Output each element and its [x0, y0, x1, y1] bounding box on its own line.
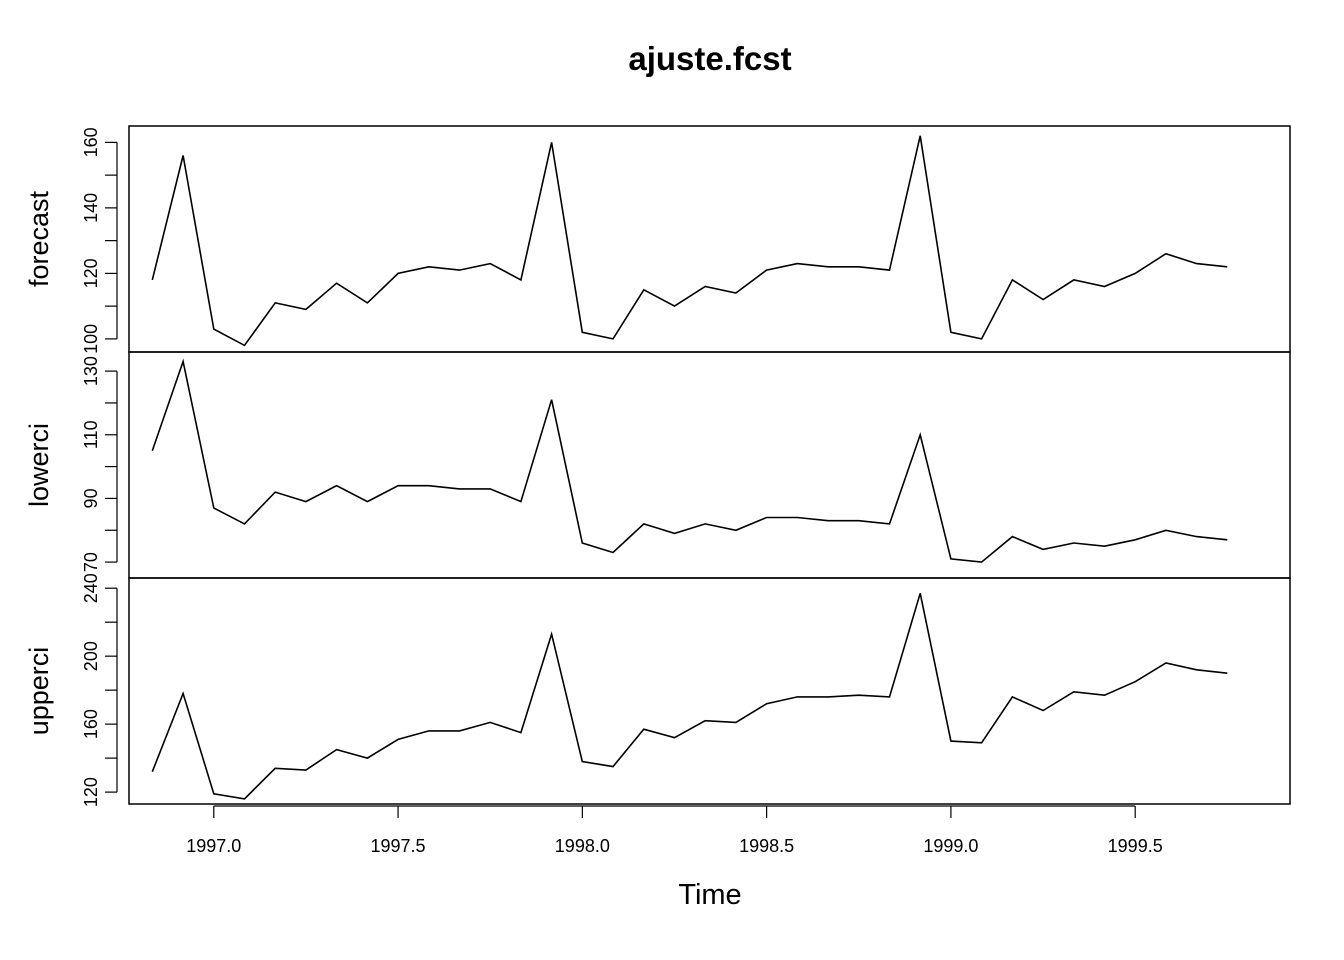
y-tick-label: 160	[81, 709, 101, 739]
panel-frame	[128, 125, 1291, 353]
series-line-forecast	[151, 135, 1228, 347]
y-tick-label: 160	[81, 127, 101, 157]
series-line-lowerci	[151, 358, 1228, 563]
x-tick-label: 1999.5	[1108, 836, 1163, 856]
y-tick-label: 240	[81, 573, 101, 603]
panels: 100 120 140 160 forecast 70 90 110 130 lowerci 120…	[24, 125, 1291, 807]
panel-forecast: 100 120 140 160 forecast	[24, 125, 1291, 354]
x-tick-label: 1997.5	[371, 836, 426, 856]
y-tick-label: 120	[81, 777, 101, 807]
x-tick-label: 1998.0	[555, 836, 610, 856]
panel-frame	[128, 577, 1291, 805]
y-tick-label: 110	[81, 420, 101, 449]
y-tick-label: 130	[81, 356, 101, 386]
x-tick-label: 1998.5	[739, 836, 794, 856]
series-line-upperci	[151, 593, 1228, 800]
y-tick-label: 200	[81, 641, 101, 671]
panel-upperci: 120 160 200 240 upperci	[24, 573, 1291, 807]
y-tick-label: 100	[81, 324, 101, 354]
x-axis-label: Time	[678, 879, 741, 911]
panel-label-lowerci: lowerci	[24, 423, 54, 507]
x-tick-label: 1999.0	[923, 836, 978, 856]
panel-label-forecast: forecast	[24, 190, 54, 287]
y-tick-label: 120	[81, 258, 101, 288]
panel-label-upperci: upperci	[24, 647, 54, 736]
y-tick-label: 90	[81, 488, 101, 508]
x-tick-label: 1997.0	[186, 836, 241, 856]
panel-lowerci: 70 90 110 130 lowerci	[24, 351, 1291, 579]
x-axis: 1997.0 1997.5 1998.0 1998.5 1999.0 1999.5	[186, 805, 1163, 856]
y-tick-label: 140	[81, 193, 101, 223]
y-tick-label: 70	[81, 552, 101, 572]
chart-title: ajuste.fcst	[628, 40, 791, 77]
